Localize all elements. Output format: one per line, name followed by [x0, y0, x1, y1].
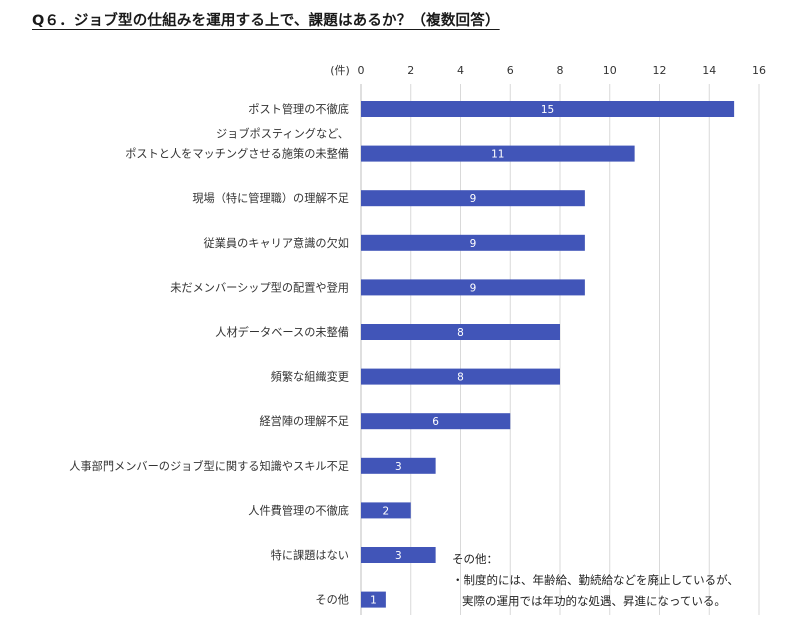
- other-note-line-1: ・制度的には、年齢給、勤続給などを廃止しているが、: [452, 573, 739, 587]
- other-note: その他： ・制度的には、年齢給、勤続給などを廃止しているが、 実際の運用では年功…: [452, 549, 739, 612]
- category-label: 人件費管理の不徹底: [248, 503, 349, 517]
- bar-value-label: 9: [470, 193, 477, 205]
- bar-value-label: 3: [395, 550, 402, 562]
- x-tick-label: 6: [507, 64, 514, 77]
- bar-value-label: 2: [383, 505, 390, 517]
- category-label: ポストと人をマッチングさせる施策の未整備: [125, 147, 349, 161]
- bar-12: [361, 591, 386, 608]
- x-tick-label: 12: [653, 64, 667, 77]
- bar-value-label: 6: [432, 416, 439, 428]
- x-tick-label: 4: [457, 64, 464, 77]
- x-tick-label: 10: [603, 64, 617, 77]
- bar-7: [361, 368, 560, 385]
- bar-value-label: 8: [457, 327, 464, 339]
- bar-10: [361, 502, 411, 519]
- category-label: 経営陣の理解不足: [259, 414, 349, 428]
- bar-8: [361, 413, 511, 430]
- other-note-heading: その他：: [452, 552, 498, 566]
- bar-2: [361, 145, 635, 162]
- bar-5: [361, 279, 585, 296]
- category-label: 従業員のキャリア意識の欠如: [204, 236, 349, 250]
- category-label: 未だメンバーシップ型の配置や登用: [170, 280, 349, 294]
- x-tick-label: 16: [752, 64, 766, 77]
- x-tick-label: 14: [702, 64, 716, 77]
- category-label: 現場（特に管理職）の理解不足: [192, 191, 349, 205]
- bar-value-label: 1: [370, 595, 377, 607]
- bar-value-label: 11: [491, 149, 504, 161]
- bar-3: [361, 190, 585, 207]
- category-label: 特に課題はない: [271, 548, 349, 562]
- bar-value-label: 15: [541, 104, 554, 116]
- bar-value-label: 3: [395, 461, 402, 473]
- category-label: 頻繁な組織変更: [271, 370, 349, 384]
- category-label: ポスト管理の不徹底: [248, 102, 349, 116]
- category-label: 人材データベースの未整備: [215, 325, 349, 339]
- bar-value-label: 9: [470, 238, 477, 250]
- x-tick-label: 8: [557, 64, 564, 77]
- bar-9: [361, 457, 436, 474]
- bar-6: [361, 324, 560, 340]
- other-note-line-2: 実際の運用では年功的な処遇、昇進になっている。: [462, 594, 726, 608]
- x-tick-label: 2: [407, 64, 414, 77]
- x-tick-label: 0: [358, 64, 365, 77]
- bar-value-label: 8: [457, 372, 464, 384]
- bar-value-label: 9: [470, 282, 477, 294]
- grid-layer: [360, 84, 760, 615]
- bars: 15 11 9 9 9 8 8 6 3 2 3 1: [361, 101, 735, 608]
- bar-1: [361, 101, 735, 117]
- category-label: その他: [315, 594, 349, 607]
- category-labels: ポスト管理の不徹底ジョブポスティングなど、ポストと人をマッチングさせる施策の未整…: [69, 102, 349, 607]
- page-title: Q６．ジョブ型の仕組みを運用する上で、課題はあるか？（複数回答）: [32, 13, 500, 29]
- axis-unit-label: (件): [330, 64, 350, 77]
- bar-11: [361, 547, 436, 563]
- x-axis-ticks: (件) 0 2 4 6 8 10 12 14 16: [330, 64, 766, 77]
- category-label: 人事部門メンバーのジョブ型に関する知識やスキル不足: [69, 459, 349, 473]
- category-label: ジョブポスティングなど、: [216, 127, 349, 141]
- bar-4: [361, 234, 585, 251]
